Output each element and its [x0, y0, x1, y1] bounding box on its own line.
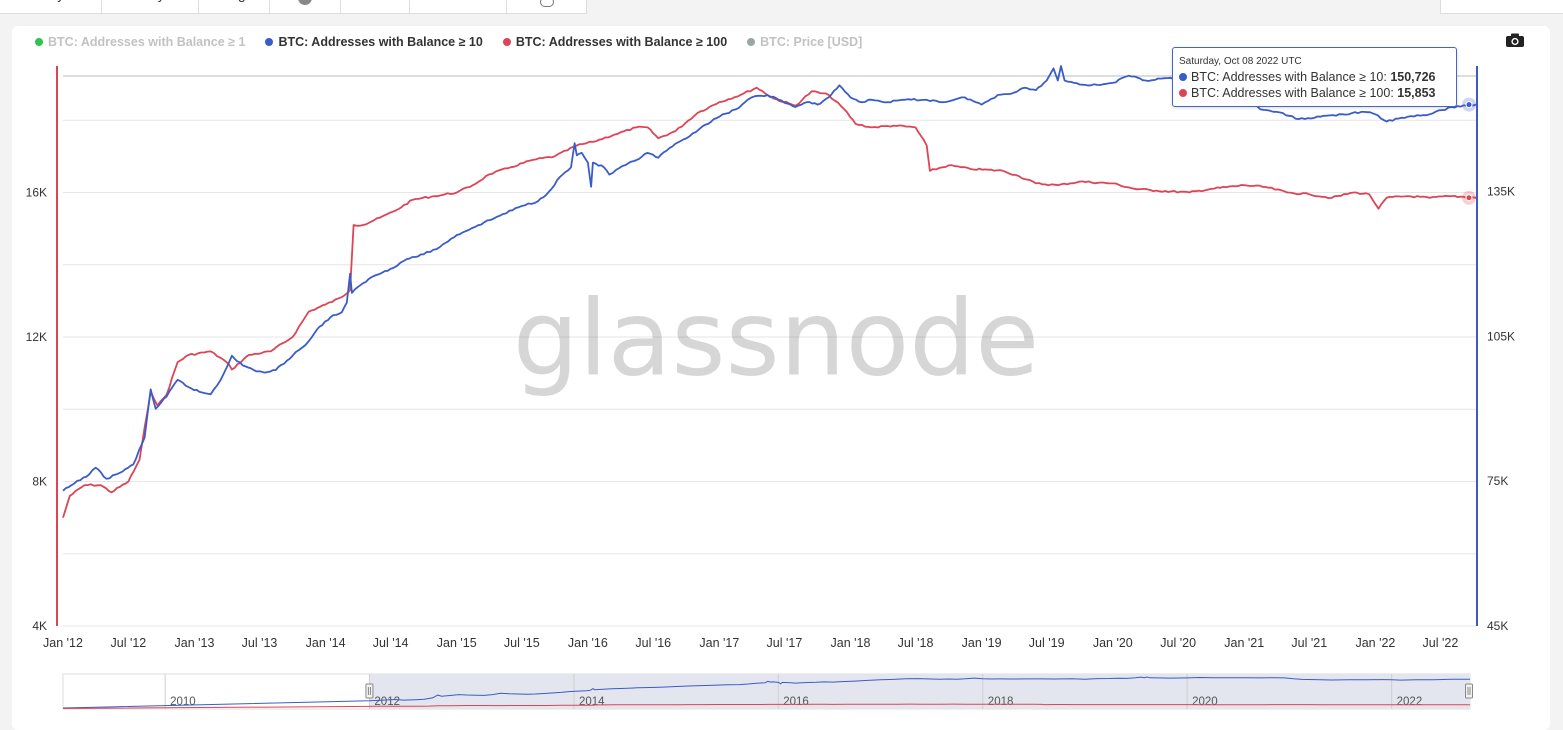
- x-tick-label: Jul '21: [1291, 636, 1327, 650]
- x-tick-label: Jul '13: [242, 636, 278, 650]
- x-tick-label: Jan '17: [699, 636, 739, 650]
- chart-panel: [12, 26, 1550, 730]
- tooltip-label: BTC: Addresses with Balance ≥ 100:: [1191, 86, 1394, 100]
- navigator-handle[interactable]: [365, 683, 374, 699]
- y-right-tick-label: 105K: [1487, 329, 1515, 343]
- navigator-selection: [369, 674, 1471, 709]
- tooltip-date: Saturday, Oct 08 2022 UTC: [1179, 56, 1302, 67]
- x-tick-label: Jan '15: [437, 636, 477, 650]
- tooltip-value: 15,853: [1397, 86, 1436, 100]
- tooltip: Saturday, Oct 08 2022 UTC BTC: Addresses…: [1172, 47, 1457, 107]
- y-right-tick-label: 75K: [1487, 474, 1508, 488]
- legend-label: BTC: Addresses with Balance ≥ 10: [278, 35, 483, 49]
- x-tick-label: Jul '22: [1423, 636, 1459, 650]
- x-tick-label: Jan '12: [43, 636, 83, 650]
- x-tick-label: Jan '21: [1224, 636, 1264, 650]
- y-left-tick-label: 4K: [32, 619, 47, 633]
- x-tick-label: Jan '14: [306, 636, 346, 650]
- navigator-handle[interactable]: [1465, 683, 1473, 699]
- comment-icon: [539, 0, 554, 7]
- camera-icon[interactable]: [1505, 32, 1525, 48]
- toolbar: 1 Day 3 Days Log TT Line Custom: [0, 0, 1563, 14]
- x-tick-label: Jul '16: [635, 636, 671, 650]
- x-tick-label: Jan '16: [568, 636, 608, 650]
- x-tick-label: Jul '18: [898, 636, 934, 650]
- y-right-tick-label: 45K: [1487, 619, 1508, 633]
- navigator-line-balance-100: [62, 703, 1470, 709]
- y-left-tick-label: 12K: [26, 330, 47, 344]
- legend-dot: [265, 38, 274, 46]
- x-tick-label: Jan '18: [831, 636, 871, 650]
- legend-label: BTC: Price [USD]: [760, 35, 863, 49]
- custom-range-button[interactable]: Custom: [1440, 0, 1563, 14]
- navigator-tick-label: 2020: [1192, 696, 1218, 708]
- circle-icon: [298, 0, 312, 5]
- x-tick-label: Jul '14: [373, 636, 409, 650]
- x-tick-label: Jan '22: [1355, 636, 1395, 650]
- x-tick-label: Jan '13: [175, 636, 215, 650]
- x-tick-label: Jul '15: [504, 636, 540, 650]
- tooltip-label: BTC: Addresses with Balance ≥ 10:: [1191, 70, 1387, 84]
- legend-dot: [747, 38, 756, 46]
- y-right-tick-label: 135K: [1487, 185, 1515, 199]
- tooltip-row-balance-100: BTC: Addresses with Balance ≥ 100: 15,85…: [1179, 86, 1436, 100]
- navigator-tick-label: 2010: [170, 696, 196, 708]
- legend-label: BTC: Addresses with Balance ≥ 100: [515, 35, 728, 49]
- y-left-tick-label: 8K: [32, 474, 47, 488]
- legend-item-balance-1[interactable]: BTC: Addresses with Balance ≥ 1: [35, 35, 245, 49]
- tooltip-row-balance-10: BTC: Addresses with Balance ≥ 10: 150,72…: [1179, 70, 1436, 84]
- legend-label: BTC: Addresses with Balance ≥ 1: [48, 35, 246, 49]
- x-tick-label: Jan '20: [1093, 636, 1133, 650]
- x-tick-label: Jan '19: [962, 636, 1002, 650]
- navigator[interactable]: 2010 2012 2014 2016 2018 2020 2022: [62, 673, 1473, 710]
- markers: [1462, 97, 1476, 205]
- navigator-tick-label: 2018: [988, 696, 1014, 708]
- legend-item-price[interactable]: BTC: Price [USD]: [747, 35, 862, 49]
- comment-button[interactable]: [506, 0, 587, 14]
- legend-item-balance-10[interactable]: BTC: Addresses with Balance ≥ 10: [265, 35, 483, 49]
- x-tick-label: Jul '12: [111, 636, 147, 650]
- navigator-tick-label: 2014: [579, 696, 605, 708]
- legend-dot: [502, 38, 511, 46]
- watermark: glassnode: [513, 277, 1040, 399]
- navigator-line-balance-10: [62, 676, 1471, 709]
- axes: 4K 8K 12K 16K 45K 75K 105K 135K Jan '12 Jul '12 Ja…: [26, 66, 1515, 650]
- navigator-tick-label: 2022: [1397, 696, 1423, 708]
- legend: BTC: Addresses with Balance ≥ 1 BTC: Addr…: [35, 35, 882, 51]
- legend-dot: [35, 38, 43, 46]
- x-tick-label: Jul '20: [1160, 636, 1196, 650]
- hover-marker: [1465, 101, 1473, 109]
- y-left-tick-label: 16K: [26, 185, 47, 199]
- x-tick-label: Jul '17: [767, 636, 803, 650]
- tooltip-dot: [1179, 89, 1187, 97]
- navigator-tick-label: 2016: [783, 696, 809, 708]
- legend-item-balance-100[interactable]: BTC: Addresses with Balance ≥ 100: [502, 35, 728, 49]
- tooltip-value: 150,726: [1390, 70, 1436, 84]
- hover-marker: [1465, 194, 1473, 202]
- tooltip-dot: [1179, 73, 1187, 81]
- navigator-tick-label: 2012: [374, 696, 400, 708]
- x-tick-label: Jul '19: [1029, 636, 1065, 650]
